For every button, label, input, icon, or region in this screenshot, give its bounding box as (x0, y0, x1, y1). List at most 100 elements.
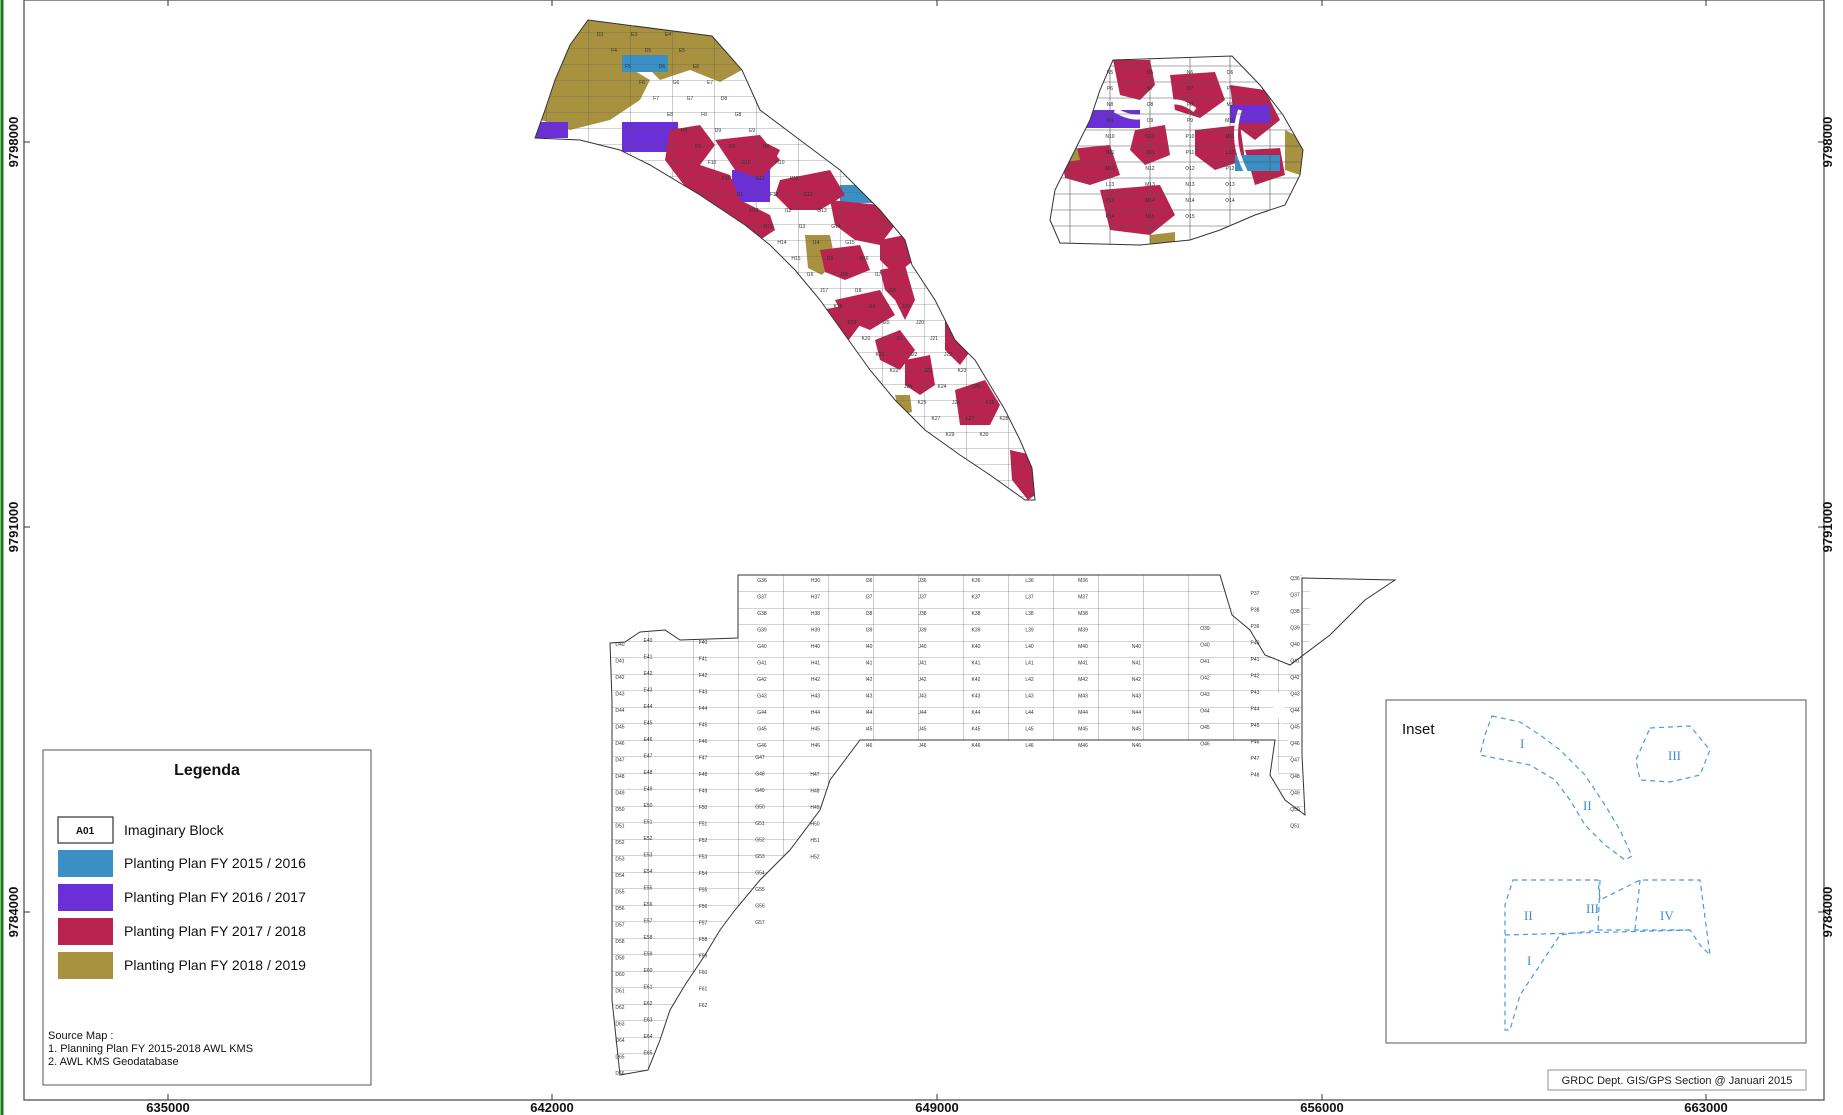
block-label: K23 (958, 368, 967, 374)
block-label: M39 (1078, 628, 1088, 634)
block-label: O5 (1147, 70, 1154, 76)
block-label: J17 (820, 288, 828, 294)
inset-label: I (1520, 736, 1524, 751)
legend-swatch-fy2018-2019 (58, 952, 113, 979)
block-label: K46 (972, 743, 981, 749)
block-label: N46 (1132, 743, 1141, 749)
block-label: D8 (721, 96, 728, 102)
block-label: H15 (791, 256, 800, 262)
block-label: J37 (918, 595, 926, 601)
block-label: D58 (615, 939, 624, 945)
fy2018-2019-area (1060, 140, 1080, 162)
block-label: E48 (644, 770, 653, 776)
block-label: G46 (757, 743, 767, 749)
block-label: Q41 (1290, 659, 1300, 665)
legend-label: Imaginary Block (124, 822, 225, 838)
block-label: E9 (749, 128, 755, 134)
block-label: H45 (811, 727, 820, 733)
block-label: I18 (855, 288, 862, 294)
block-label: F50 (699, 805, 708, 811)
block-label: L42 (1025, 677, 1034, 683)
block-label: E47 (644, 754, 653, 760)
block-label: I16 (807, 272, 814, 278)
block-label: F55 (699, 888, 708, 894)
block-label: P48 (1251, 773, 1260, 779)
block-label: I43 (866, 694, 873, 700)
block-label: N43 (1132, 694, 1141, 700)
block-label: J26 (952, 400, 960, 406)
block-label: E63 (644, 1018, 653, 1024)
block-label: E4 (665, 32, 671, 38)
inset-label: IV (1660, 908, 1674, 923)
block-label: G9 (729, 144, 736, 150)
x-axis-ticks (167, 0, 1707, 1100)
block-label: E60 (644, 968, 653, 974)
block-label: D42 (615, 675, 624, 681)
inset-label: II (1524, 908, 1533, 923)
block-label: G54 (755, 871, 765, 877)
block-label: M11 (1225, 134, 1235, 140)
source-title: Source Map : (48, 1030, 113, 1042)
block-label: P44 (1251, 707, 1260, 713)
block-label: P43 (1251, 690, 1260, 696)
block-label: D53 (615, 857, 624, 863)
block-label: E6 (693, 64, 699, 70)
block-label: H48 (810, 789, 819, 795)
block-label: O13 (1225, 182, 1235, 188)
block-label: P6 (1107, 86, 1113, 92)
block-label: L41 (1025, 661, 1034, 667)
block-label: K24 (938, 384, 947, 390)
block-label: F5 (625, 64, 631, 70)
block-label: P42 (1251, 674, 1260, 680)
x-tick-label: 663000 (1684, 1100, 1727, 1115)
block-label: P45 (1251, 723, 1260, 729)
legend-swatch-fy2015-2016 (58, 850, 113, 877)
block-label: H36 (811, 578, 820, 584)
block-label: N10 (1105, 134, 1114, 140)
block-label: I40 (866, 644, 873, 650)
block-label: J40 (918, 644, 926, 650)
block-label: E54 (644, 869, 653, 875)
block-label: Q36 (1290, 576, 1300, 582)
block-label: E45 (644, 721, 653, 727)
inset-title: Inset (1402, 721, 1435, 738)
block-label: I17 (875, 272, 882, 278)
block-label: K22 (890, 368, 899, 374)
block-label: H8 (681, 128, 688, 134)
block-label: M13 (1145, 182, 1155, 188)
block-label: H47 (810, 772, 819, 778)
block-label: D63 (615, 1022, 624, 1028)
block-label: Q45 (1290, 725, 1300, 731)
block-label: N15 (1145, 214, 1154, 220)
block-label: Q51 (1290, 824, 1300, 830)
block-label: O14 (1225, 198, 1235, 204)
fy2017-2018-area (1195, 125, 1245, 170)
block-label: E3 (631, 32, 637, 38)
block-label: M38 (1078, 611, 1088, 617)
block-label: H41 (811, 661, 820, 667)
block-label: Q46 (1290, 741, 1300, 747)
block-label: G37 (757, 595, 767, 601)
block-label: L37 (1025, 595, 1034, 601)
legend-panel: Legenda A01 Imaginary Block Planting Pla… (42, 749, 372, 1086)
block-label: H46 (811, 743, 820, 749)
block-label: J24 (904, 384, 912, 390)
block-label: D66 (615, 1071, 624, 1077)
block-label: M14 (1145, 198, 1155, 204)
block-label: L44 (1025, 710, 1034, 716)
inset-label: II (1583, 798, 1592, 813)
y-tick-label-left: 9791000 (6, 502, 21, 553)
block-label: H11 (790, 176, 799, 182)
legend-swatch-fy2016-2017 (58, 884, 113, 911)
legend-label: Planting Plan FY 2017 / 2018 (124, 923, 306, 939)
source-item: 1. Planning Plan FY 2015-2018 AWL KMS (48, 1043, 253, 1055)
block-label: M9 (1227, 102, 1234, 108)
block-label: Q43 (1290, 692, 1300, 698)
block-label: F45 (699, 723, 708, 729)
block-label: E46 (644, 737, 653, 743)
block-label: E44 (644, 704, 653, 710)
fy2015-2016-area (1235, 155, 1280, 171)
block-label: H9 (763, 144, 770, 150)
block-label: K45 (972, 727, 981, 733)
block-label: K28 (1000, 416, 1009, 422)
